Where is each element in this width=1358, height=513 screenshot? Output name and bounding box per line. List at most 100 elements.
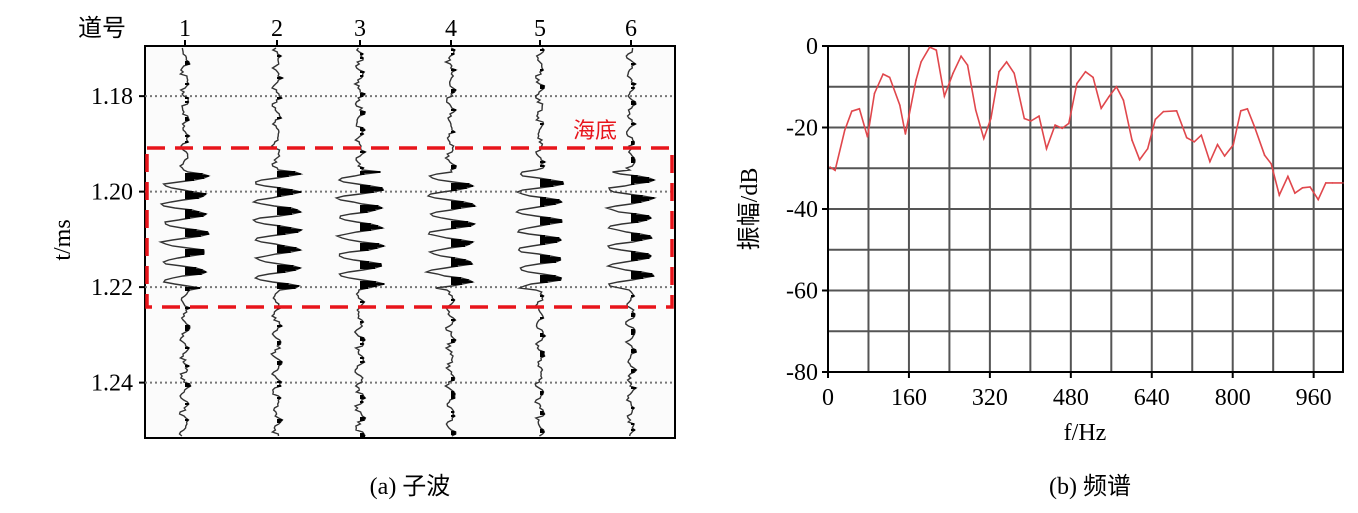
trace-fill [277,343,281,345]
spectrum-point [1061,127,1064,130]
trace-fill [277,271,286,273]
trace-fill [360,339,365,341]
seismic-trace-6 [604,47,657,437]
x-tick-label: 960 [1296,385,1332,411]
trace-fill [277,233,286,235]
trace-fill [360,207,382,209]
trace-fill [277,187,281,189]
trace-fill [277,77,283,79]
trace-fill [631,275,654,277]
trace-fill [185,403,189,405]
spectrum-point [920,61,922,63]
spectrum-point [1209,160,1211,163]
trace-fill [277,55,282,57]
trace-fill [360,397,366,399]
trace-fill [451,433,456,435]
spectrum-point [1122,99,1125,101]
trace-fill [451,319,456,321]
spectrum-point [1324,182,1327,184]
spectrum-point [873,92,876,95]
trace-fill [631,217,651,219]
trace-fill [277,249,301,251]
trace-fill [360,435,366,437]
trace-fill [451,279,469,281]
trace-fill [540,429,544,431]
y-tick-label: 0 [806,34,818,60]
spectrum-point [834,169,836,172]
trace-fill [360,167,364,169]
trace-fill [360,433,364,435]
trace-fill [277,229,302,231]
spectrum-point [1246,107,1249,110]
trace-fill [185,271,207,273]
x-tick-label: 320 [972,385,1008,411]
trace-fill [277,251,291,253]
trace-fill [631,179,655,181]
spectrum-point [1005,61,1008,63]
x-tick-label: 480 [1053,385,1089,411]
trace-fill [277,191,302,193]
trace-fill [185,179,195,181]
trace-fill [360,211,368,213]
trace-fill [631,235,651,237]
trace-fill [540,413,545,415]
trace-fill [185,329,189,331]
trace-fill [277,189,293,191]
spectrum-point [1013,72,1015,75]
wavelet-caption: (a) 子波 [370,473,451,500]
spectrum-point [1054,124,1056,126]
trace-fill [451,379,455,381]
spectrum-point [1317,198,1320,201]
trace-fill [451,183,470,185]
trace-fill [360,401,364,403]
spectrum-point [1294,192,1296,194]
trace-fill [277,285,299,287]
trace-fill [360,245,384,247]
trace-fill [631,423,635,425]
trace-fill [540,239,561,241]
trace-fill [451,185,473,187]
trace-fill [540,317,544,319]
trace-fill [277,211,301,213]
trace-fill [360,223,371,225]
trace-fill [360,113,365,115]
trace-fill [540,85,545,87]
trace-fill [185,197,199,199]
trace-fill [451,261,471,263]
spectrum-point [1146,147,1149,150]
trace-fill [540,241,558,243]
trace-fill [451,265,458,267]
trace-fill [360,285,377,287]
spectrum-point [1263,154,1266,157]
trace-fill [540,281,548,283]
trace-fill [631,277,644,279]
seismic-trace-1 [158,47,211,437]
trace-fill [540,165,545,167]
trace-fill [631,331,635,333]
spectrum-point [1138,158,1141,161]
trace-number-label: 4 [445,16,457,42]
trace-fill [540,237,560,239]
trace-fill [360,187,383,189]
trace-fill [540,295,544,297]
trace-fill [540,235,545,237]
y-tick-label: -60 [786,279,818,305]
trace-fill [360,283,385,285]
trace-fill [360,249,369,251]
trace-fill [631,201,642,203]
trace-fill [277,117,282,119]
spectrum-point [1278,194,1281,196]
trace-fill [451,241,473,243]
trace-fill [631,271,642,273]
spectrum-point [1232,144,1235,146]
spectrum-point [1270,162,1272,165]
trace-fill [540,221,562,223]
trace-fill [540,217,551,219]
trace-fill [360,127,364,129]
spectrum-point [1162,110,1165,113]
spectrum-point [1301,187,1304,189]
trace-fill [540,203,556,205]
spectrum-point [1084,70,1087,73]
spectrum-caption: (b) 频谱 [1049,473,1131,500]
trace-fill [631,315,635,317]
